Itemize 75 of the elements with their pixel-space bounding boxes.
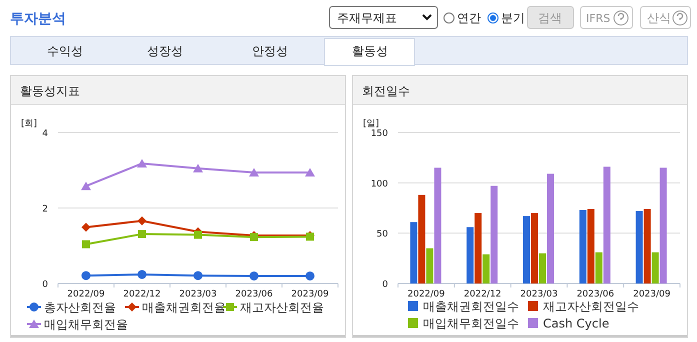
bar — [587, 209, 594, 284]
bar — [660, 168, 667, 284]
x-tick-label: 2023/03 — [520, 290, 558, 300]
bar — [595, 252, 602, 284]
text: 활동성 — [352, 44, 388, 58]
y-axis-title: [회] — [21, 119, 38, 129]
x-tick-label: 2022/09 — [67, 290, 105, 300]
point — [194, 230, 202, 239]
point — [82, 240, 90, 248]
chart-title: 활동성지표 — [20, 84, 80, 98]
text: 주재무제표 — [337, 11, 397, 25]
point — [306, 271, 314, 280]
point — [194, 271, 202, 280]
bar — [539, 253, 546, 284]
point — [193, 164, 203, 172]
bar — [482, 254, 490, 284]
x-tick-label: 2022/12 — [123, 290, 161, 300]
y-tick-label: 2 — [42, 204, 48, 214]
legend-label: 재고자산회전율 — [240, 300, 324, 314]
x-tick-label: 2022/09 — [408, 290, 446, 300]
bar — [466, 227, 474, 284]
y-axis-title: [일] — [363, 119, 380, 129]
bar — [579, 210, 586, 284]
point — [250, 271, 258, 280]
bar — [474, 213, 482, 284]
text: 투자분석 — [10, 11, 66, 27]
point — [81, 182, 91, 190]
bar — [652, 252, 659, 284]
x-tick-label: 2023/06 — [235, 290, 273, 300]
bar — [418, 194, 426, 284]
legend-label: 매출채권회전율 — [142, 300, 226, 314]
bar — [523, 216, 530, 284]
bar — [410, 222, 418, 284]
text: 검색 — [538, 11, 562, 25]
bar — [644, 209, 651, 284]
x-tick-label: 2022/12 — [464, 290, 502, 300]
point — [138, 230, 146, 238]
y-tick-label: 50 — [376, 230, 388, 240]
bar — [547, 174, 554, 284]
point — [138, 270, 146, 279]
x-tick-label: 2023/09 — [291, 290, 329, 300]
legend-label: 매입채무회전율 — [44, 318, 128, 332]
chart-title: 회전일수 — [362, 84, 410, 98]
text: 분기 — [501, 11, 525, 25]
x-tick-label: 2023/09 — [633, 290, 671, 300]
bar — [426, 248, 434, 284]
legend-label: Cash Cycle — [543, 316, 610, 330]
legend-label: 매출채권회전일수 — [423, 300, 519, 314]
bar — [434, 168, 442, 284]
x-tick-label: 2023/06 — [576, 290, 614, 300]
y-tick-label: 0 — [42, 280, 48, 290]
point — [305, 168, 315, 177]
y-tick-label: 100 — [370, 179, 388, 190]
legend-label: 매입채무회전일수 — [423, 316, 519, 330]
text: 산식 — [647, 11, 671, 25]
bar — [531, 213, 538, 284]
point — [137, 158, 147, 168]
bar — [490, 186, 498, 284]
legend-label: 재고자산회전일수 — [543, 300, 639, 314]
bar — [603, 166, 610, 284]
text: 수익성 — [47, 44, 83, 58]
x-tick-label: 2023/03 — [179, 290, 217, 300]
point — [249, 168, 259, 177]
y-tick-label: 0 — [382, 280, 388, 290]
point — [138, 216, 146, 226]
point — [82, 222, 90, 232]
text: 연간 — [457, 11, 481, 25]
text: IFRS — [586, 12, 610, 25]
bar — [636, 211, 643, 284]
text: 성장성 — [147, 44, 183, 58]
text: 안정성 — [252, 44, 288, 58]
y-tick-label: 150 — [370, 129, 388, 139]
point — [82, 271, 90, 280]
legend-label: 총자산회전율 — [44, 300, 116, 314]
y-tick-label: 4 — [42, 129, 48, 139]
